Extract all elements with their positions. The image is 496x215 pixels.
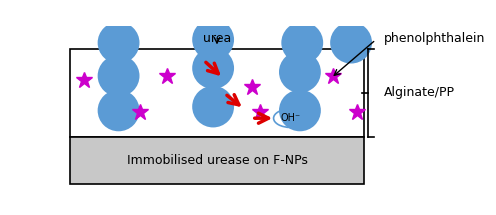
Text: Alginate/PP: Alginate/PP bbox=[383, 86, 455, 99]
Bar bbox=[70, 49, 364, 137]
Bar bbox=[70, 137, 364, 184]
Text: Immobilised urease on F-NPs: Immobilised urease on F-NPs bbox=[126, 154, 308, 167]
Text: urea: urea bbox=[203, 32, 231, 45]
Circle shape bbox=[98, 90, 139, 131]
Circle shape bbox=[98, 22, 139, 63]
Circle shape bbox=[192, 86, 234, 127]
Circle shape bbox=[281, 22, 323, 63]
Circle shape bbox=[279, 51, 321, 93]
Circle shape bbox=[330, 22, 372, 63]
Circle shape bbox=[279, 90, 321, 131]
Text: OH⁻: OH⁻ bbox=[281, 113, 301, 123]
Circle shape bbox=[192, 19, 234, 60]
Circle shape bbox=[192, 47, 234, 89]
Circle shape bbox=[98, 55, 139, 97]
Text: phenolphthalein: phenolphthalein bbox=[383, 32, 485, 45]
